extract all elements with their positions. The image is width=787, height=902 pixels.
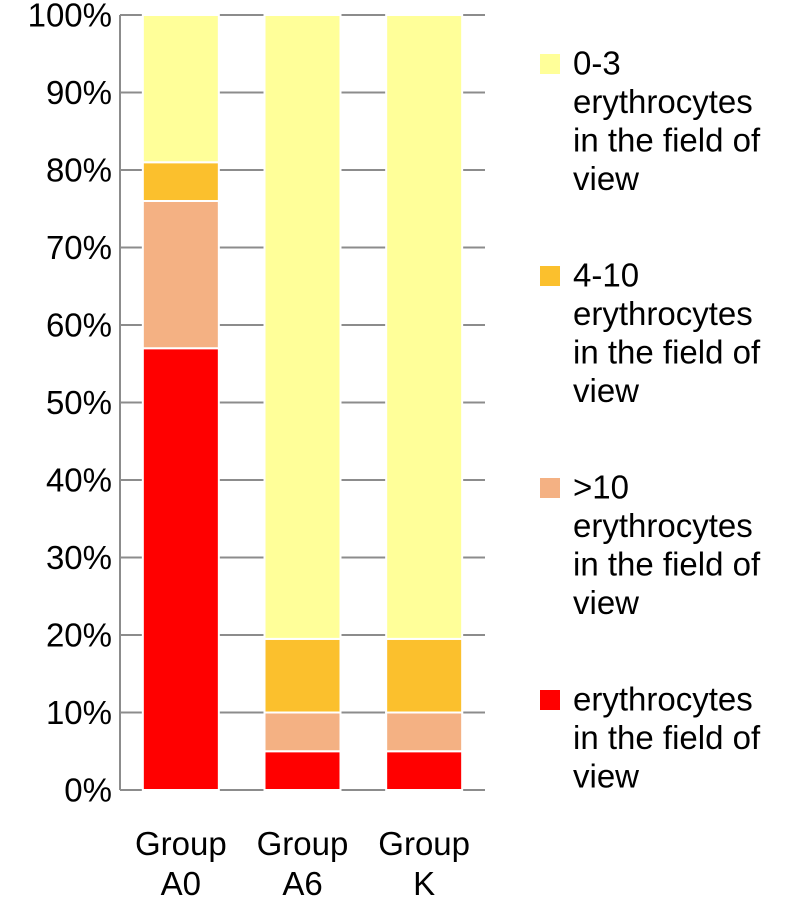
legend-label: >10 bbox=[573, 469, 629, 506]
legend-label: in the field of bbox=[573, 546, 761, 583]
legend-label: view bbox=[573, 584, 639, 621]
legend-label: 4-10 bbox=[573, 257, 639, 294]
bar-segment bbox=[263, 14, 342, 640]
y-axis: 0% 10% 20% 30% 40% 50% 60% 70% 80% 90% 100% bbox=[28, 0, 121, 809]
bar-segment bbox=[263, 750, 342, 791]
y-tick-label: 0% bbox=[64, 772, 112, 809]
y-tick-label: 20% bbox=[46, 617, 112, 654]
y-tick-label: 40% bbox=[46, 462, 112, 499]
legend-label: erythrocytes bbox=[573, 295, 753, 332]
x-category-label: Group bbox=[257, 825, 349, 862]
legend-label: view bbox=[573, 160, 639, 197]
bar-segment bbox=[141, 347, 220, 791]
x-category-label: A0 bbox=[161, 865, 201, 902]
legend-swatch bbox=[540, 54, 560, 74]
y-tick-label: 70% bbox=[46, 229, 112, 266]
x-category-label: Group bbox=[378, 825, 470, 862]
legend-label: view bbox=[573, 372, 639, 409]
bar-segment bbox=[141, 200, 220, 350]
y-tick-label: 10% bbox=[46, 694, 112, 731]
y-tick-label: 50% bbox=[46, 384, 112, 421]
y-tick-label: 30% bbox=[46, 539, 112, 576]
legend-label: in the field of bbox=[573, 334, 761, 371]
y-tick-label: 60% bbox=[46, 307, 112, 344]
legend-label: in the field of bbox=[573, 122, 761, 159]
legend-label: erythrocytes bbox=[573, 83, 753, 120]
legend-label: view bbox=[573, 758, 639, 795]
x-category-label: Group bbox=[135, 825, 227, 862]
legend-label: in the field of bbox=[573, 719, 761, 756]
legend-label: erythrocytes bbox=[573, 507, 753, 544]
bar-segment bbox=[141, 161, 220, 202]
y-tick-label: 80% bbox=[46, 152, 112, 189]
x-category-label: K bbox=[413, 865, 435, 902]
bar-segment bbox=[385, 637, 464, 714]
legend-label: erythrocytes bbox=[573, 681, 753, 718]
bar-segment bbox=[385, 750, 464, 791]
bar-segment bbox=[141, 14, 220, 164]
bar-segment bbox=[263, 637, 342, 714]
y-tick-label: 90% bbox=[46, 74, 112, 111]
x-category-label: A6 bbox=[282, 865, 322, 902]
bar-segment bbox=[263, 711, 342, 753]
legend-swatch bbox=[540, 690, 560, 710]
bar-segment bbox=[385, 711, 464, 753]
legend-swatch bbox=[540, 478, 560, 498]
legend-swatch bbox=[540, 266, 560, 286]
bar-segment bbox=[385, 14, 464, 640]
bars bbox=[141, 14, 464, 791]
y-tick-label: 100% bbox=[28, 0, 112, 34]
legend-label: 0-3 bbox=[573, 45, 621, 82]
